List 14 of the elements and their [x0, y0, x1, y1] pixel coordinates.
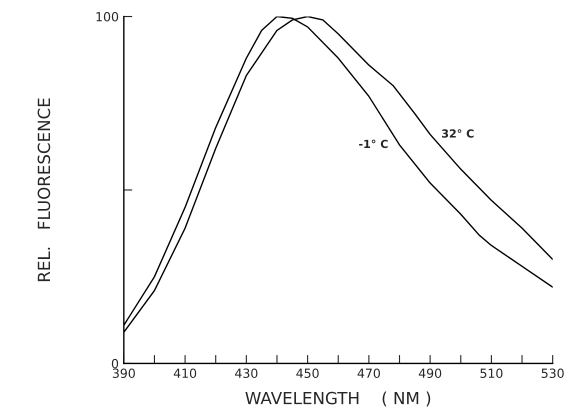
x-tick-label: 470: [358, 368, 380, 378]
x-tick-label: 430: [235, 368, 258, 378]
x-axis-title: WAVELENGTH ( NM ): [245, 392, 430, 406]
x-tick-label: 410: [174, 368, 196, 378]
x-tick-label: 490: [418, 368, 442, 378]
x-tick-label: 450: [296, 368, 319, 378]
x-tick-label: 390: [112, 368, 135, 378]
x-tick-label: 510: [480, 368, 502, 378]
series-label: 32° C: [442, 129, 474, 138]
y-tick-label: 100: [96, 12, 118, 22]
series-label: -1° C: [359, 140, 388, 148]
x-tick-label: 530: [542, 368, 564, 378]
y-axis-title: REL. FLUORESCENCE: [38, 98, 50, 282]
y-tick-label: 0: [112, 358, 118, 368]
